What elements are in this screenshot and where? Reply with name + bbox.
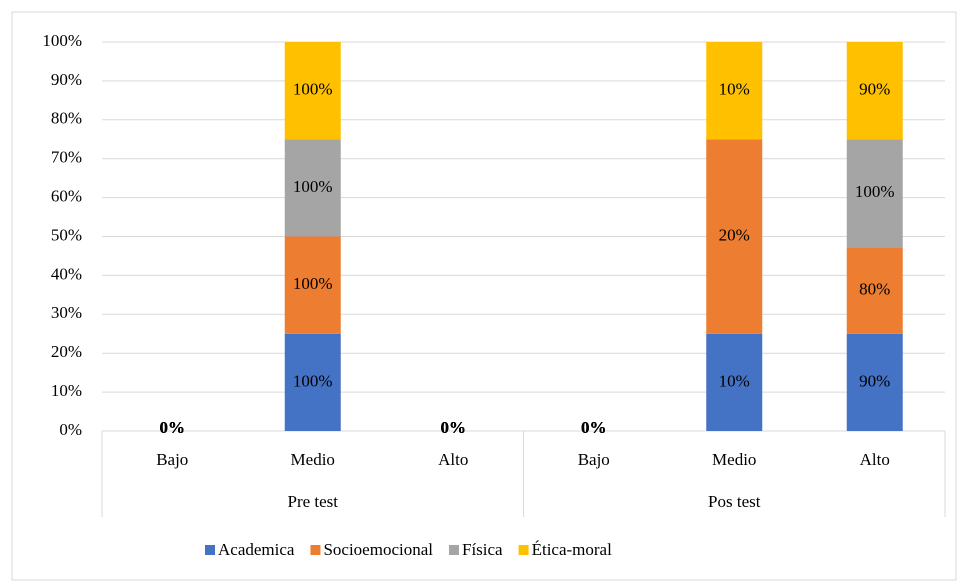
- data-label: 0%: [160, 418, 186, 437]
- bar-segment: [284, 42, 341, 140]
- data-label: 100%: [293, 371, 333, 390]
- data-label: 100%: [855, 182, 895, 201]
- y-tick-label: 30%: [51, 303, 82, 322]
- bar-segment: [706, 42, 763, 140]
- y-tick-label: 100%: [42, 31, 82, 50]
- group-label: Pre test: [287, 492, 338, 511]
- data-label: 0%: [160, 418, 186, 437]
- data-label: 20%: [719, 225, 750, 244]
- bar-segment: [846, 333, 903, 431]
- y-tick-label: 90%: [51, 70, 82, 89]
- y-tick-label: 50%: [51, 225, 82, 244]
- y-tick-label: 20%: [51, 342, 82, 361]
- legend-swatch: [518, 545, 529, 555]
- data-label: 0%: [160, 418, 186, 437]
- bar-segment: [284, 139, 341, 237]
- data-label: 100%: [293, 274, 333, 293]
- x-tick-label: Alto: [860, 450, 890, 469]
- data-label: 0%: [441, 418, 467, 437]
- y-tick-label: 60%: [51, 187, 82, 206]
- x-tick-label: Bajo: [578, 450, 610, 469]
- data-label: 0%: [441, 418, 467, 437]
- data-label: 0%: [441, 418, 467, 437]
- bar-segment: [846, 247, 903, 334]
- x-tick-label: Medio: [291, 450, 335, 469]
- data-label: 0%: [581, 418, 607, 437]
- legend-swatch: [448, 545, 459, 555]
- y-tick-label: 0%: [59, 420, 82, 439]
- data-label: 0%: [441, 418, 467, 437]
- bar-segment: [706, 333, 763, 431]
- bar-segment: [706, 139, 763, 334]
- x-tick-label: Alto: [438, 450, 468, 469]
- x-tick-label: Bajo: [156, 450, 188, 469]
- legend-swatch: [205, 545, 215, 555]
- data-label: 0%: [160, 418, 186, 437]
- chart-border: [11, 11, 957, 581]
- data-label: 10%: [719, 80, 750, 99]
- x-tick-label: Medio: [712, 450, 756, 469]
- group-label: Pos test: [708, 492, 761, 511]
- data-label: 0%: [581, 418, 607, 437]
- data-label: 80%: [859, 279, 890, 298]
- data-label: 90%: [859, 371, 890, 390]
- y-tick-label: 40%: [51, 264, 82, 283]
- legend-label: Ética-moral: [532, 540, 613, 559]
- bar-segment: [284, 333, 341, 431]
- legend-swatch: [310, 545, 321, 555]
- legend-label: Socioemocional: [323, 540, 433, 559]
- bar-segment: [846, 139, 903, 248]
- bar-segment: [284, 236, 341, 334]
- data-label: 0%: [581, 418, 607, 437]
- bar-segment: [846, 42, 903, 140]
- data-label: 90%: [859, 80, 890, 99]
- data-label: 10%: [719, 371, 750, 390]
- data-label: 100%: [293, 80, 333, 99]
- data-label: 100%: [293, 177, 333, 196]
- legend-label: Academica: [218, 540, 295, 559]
- y-tick-label: 10%: [51, 381, 82, 400]
- legend-label: Física: [462, 540, 503, 559]
- data-label: 0%: [581, 418, 607, 437]
- y-tick-label: 80%: [51, 109, 82, 128]
- y-tick-label: 70%: [51, 148, 82, 167]
